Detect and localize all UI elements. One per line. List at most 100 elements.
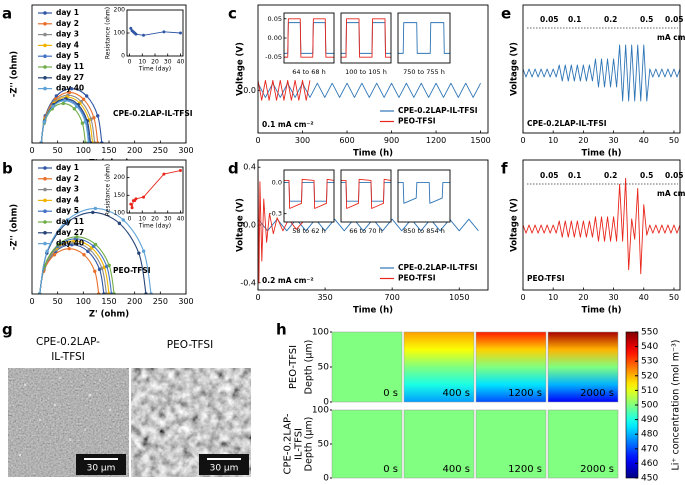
- x-axis-label: Time (h): [353, 306, 393, 316]
- x-tick-label: 0: [520, 293, 525, 302]
- x-tick-label: 30: [608, 136, 618, 145]
- plot-area: [284, 170, 334, 222]
- data-point: [67, 246, 71, 251]
- x-tick-label: 20: [151, 58, 159, 65]
- data-point: [121, 218, 125, 222]
- colorbar-label: Li⁺ concentration (mol m⁻³): [671, 340, 682, 471]
- heatmap-cell: [331, 331, 403, 403]
- x-tick-label: 200: [127, 146, 142, 155]
- time-label: 400 s: [443, 464, 470, 475]
- panel-letter: h: [276, 321, 287, 339]
- plot-series: [398, 182, 450, 204]
- plot-series: [129, 169, 182, 210]
- x-tick-label: 1500: [470, 136, 490, 145]
- annotation: PEO-TFSI: [527, 274, 565, 283]
- plot-frame: [397, 169, 451, 223]
- legend-marker: [43, 241, 47, 246]
- x-tick-label: 40: [177, 215, 185, 222]
- plot-area: [398, 13, 450, 63]
- data-point: [80, 121, 85, 125]
- data-point: [178, 31, 182, 35]
- x-tick-label: 0: [128, 58, 132, 65]
- legend-label: day 3: [56, 185, 79, 194]
- x-tick-label: 250: [153, 146, 168, 155]
- x-tick-label: 20: [578, 293, 588, 302]
- colorbar-tick-label: 470: [641, 444, 658, 454]
- data-point: [61, 101, 66, 106]
- x-tick-label: 10: [548, 136, 558, 145]
- legend-marker: [43, 166, 47, 170]
- data-point: [142, 195, 146, 199]
- y-axis-label: Depth (μm): [304, 417, 315, 472]
- inset-x-label: 750 to 755 h: [403, 68, 445, 76]
- x-tick-label: 10: [138, 215, 146, 222]
- legend-label: day 40: [56, 84, 84, 93]
- sem-specks: [18, 377, 112, 457]
- colorbar-tick-label: 550: [641, 328, 658, 338]
- legend-label: CPE-0.2LAP-IL-TFSI: [398, 263, 478, 272]
- x-tick-label: 50: [53, 146, 63, 155]
- data-point: [93, 206, 98, 211]
- plot-series: [523, 44, 680, 102]
- time-label: 0 s: [383, 388, 398, 399]
- annotation: 0.05: [540, 15, 559, 24]
- series-line: [523, 44, 680, 102]
- inset-x-label: 850 to 854 h: [403, 227, 445, 235]
- y-tick-label: 0.0: [243, 221, 256, 230]
- data-point: [141, 249, 146, 253]
- heatmap-cell: [403, 409, 475, 479]
- plot-frame: [31, 4, 187, 144]
- annotation: 0.2 mA cm⁻²: [262, 276, 314, 285]
- data-point: [83, 120, 87, 124]
- plot-series: [258, 79, 481, 101]
- x-tick-label: 250: [153, 297, 168, 306]
- data-point: [67, 90, 72, 95]
- y-tick-label: 200: [114, 7, 126, 14]
- legend-marker: [43, 187, 47, 192]
- x-tick-label: 600: [339, 136, 354, 145]
- y-tick-label: 100: [312, 406, 329, 416]
- series-line: [258, 79, 311, 101]
- y-tick-label: 50: [318, 440, 330, 450]
- annotation: 0.1 mA cm⁻²: [262, 120, 314, 129]
- plot-frame: [257, 4, 489, 134]
- panel-letter: a: [2, 5, 12, 23]
- legend-marker: [43, 220, 47, 224]
- y-tick-label: 100: [114, 210, 126, 217]
- series-line: [398, 182, 450, 204]
- x-tick-label: 40: [639, 136, 649, 145]
- data-point: [91, 210, 95, 215]
- data-point: [69, 87, 74, 91]
- x-tick-label: 0: [255, 293, 260, 302]
- plot-frame: [522, 159, 681, 291]
- plot-series: [341, 178, 391, 209]
- legend-marker: [43, 231, 47, 235]
- legend-label: PEO-TFSI: [398, 117, 436, 126]
- legend-label: day 2: [56, 174, 79, 183]
- y-axis-label: -Z'' (ohm): [10, 51, 20, 97]
- y-axis-label: -Z'' (ohm): [10, 204, 20, 250]
- y-tick-label: 50: [318, 363, 330, 373]
- legend-label: PEO-TFSI: [398, 274, 436, 283]
- data-point: [93, 269, 97, 273]
- panel-letter: b: [2, 160, 13, 178]
- data-point: [142, 33, 146, 37]
- legend-marker: [43, 209, 47, 213]
- x-tick-label: 30: [164, 215, 172, 222]
- y-tick-label: 0.0: [243, 86, 256, 95]
- data-point: [129, 26, 133, 30]
- x-tick-label: 10: [548, 293, 558, 302]
- plot-series: [129, 26, 182, 37]
- legend-marker: [43, 22, 47, 26]
- row-label: CPE-0.2LAP-: [283, 413, 294, 474]
- legend-label: day 3: [56, 30, 79, 39]
- plot-area: [284, 13, 334, 63]
- x-tick-label: 20: [578, 136, 588, 145]
- colorbar-tick-label: 510: [641, 386, 658, 396]
- legend-label: day 27: [56, 228, 84, 237]
- x-tick-label: 0: [520, 136, 525, 145]
- y-tick-label: 150: [114, 192, 126, 199]
- plot-series: [38, 206, 153, 294]
- x-tick-label: 0: [255, 136, 260, 145]
- sem-label: CPE-0.2LAP-: [36, 336, 100, 348]
